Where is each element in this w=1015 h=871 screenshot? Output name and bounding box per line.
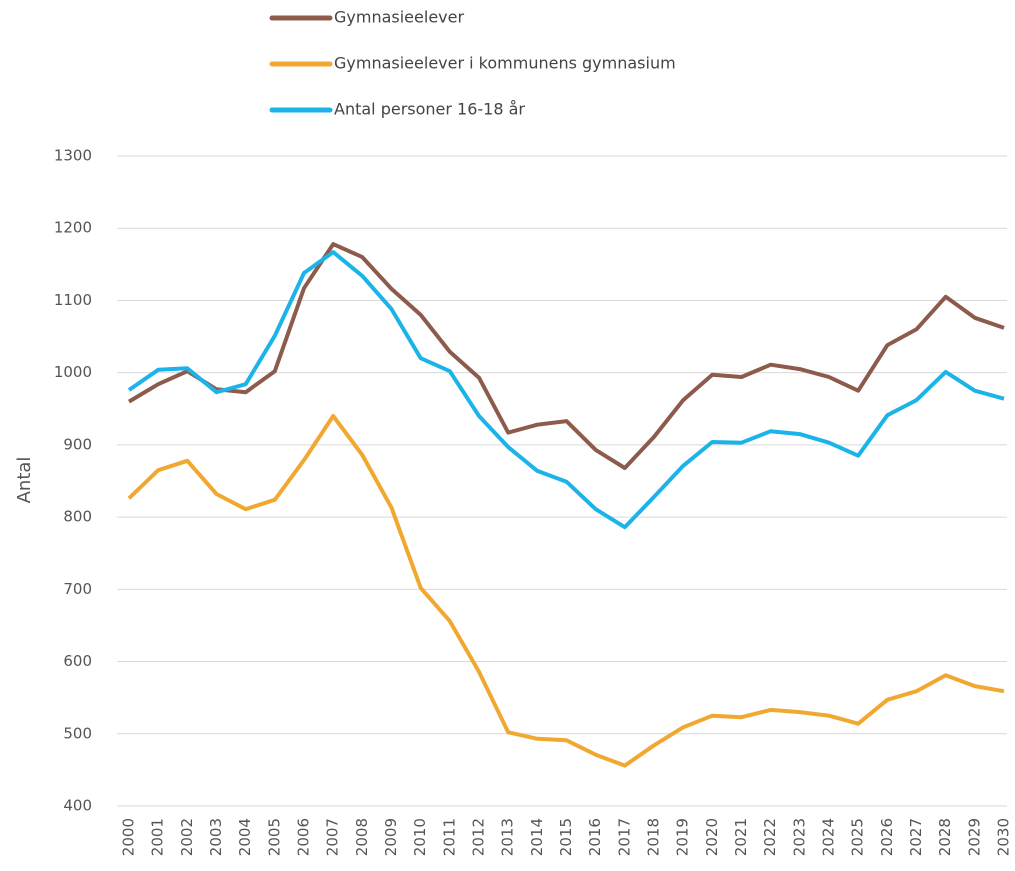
- x-tick-label: 2009: [382, 818, 400, 856]
- y-axis-label: Antal: [14, 457, 35, 504]
- x-tick-label: 2014: [528, 818, 546, 856]
- x-tick-label: 2007: [324, 818, 342, 856]
- x-tick-label: 2024: [820, 818, 838, 856]
- x-tick-label: 2000: [120, 818, 138, 856]
- x-tick-label: 2012: [470, 818, 488, 856]
- y-tick-label: 1100: [54, 291, 92, 309]
- x-tick-label: 2005: [265, 818, 283, 856]
- x-tick-label: 2022: [761, 818, 779, 856]
- x-tick-label: 2013: [499, 818, 517, 856]
- x-tick-label: 2018: [645, 818, 663, 856]
- x-tick-label: 2017: [615, 818, 633, 856]
- x-tick-label: 2010: [411, 818, 429, 856]
- y-tick-label: 1200: [54, 219, 92, 237]
- x-tick-label: 2020: [703, 818, 721, 856]
- x-tick-label: 2019: [674, 818, 692, 856]
- x-tick-label: 2023: [790, 818, 808, 856]
- x-tick-label: 2003: [207, 818, 225, 856]
- legend-label: Antal personer 16-18 år: [334, 100, 525, 119]
- y-tick-label: 1000: [54, 363, 92, 381]
- y-tick-label: 1300: [54, 147, 92, 165]
- y-tick-label: 700: [63, 580, 92, 598]
- x-tick-label: 2025: [849, 818, 867, 856]
- x-tick-label: 2001: [149, 818, 167, 856]
- legend-label: Gymnasieelever i kommunens gymnasium: [334, 54, 676, 73]
- x-tick-label: 2026: [878, 818, 896, 856]
- x-tick-label: 2002: [178, 818, 196, 856]
- y-tick-label: 900: [63, 435, 92, 453]
- x-tick-label: 2030: [995, 818, 1013, 856]
- legend-label: Gymnasieelever: [334, 8, 464, 27]
- series-line: [127, 250, 1005, 530]
- x-tick-label: 2027: [907, 818, 925, 856]
- x-tick-label: 2016: [586, 818, 604, 856]
- x-tick-label: 2004: [236, 818, 254, 856]
- x-tick-label: 2008: [353, 818, 371, 856]
- x-tick-label: 2015: [557, 818, 575, 856]
- x-tick-label: 2021: [732, 818, 750, 856]
- y-tick-label: 400: [63, 797, 92, 815]
- y-tick-label: 600: [63, 652, 92, 670]
- x-tick-label: 2029: [965, 818, 983, 856]
- series-line: [127, 414, 1005, 768]
- x-tick-label: 2006: [295, 818, 313, 856]
- y-tick-label: 800: [63, 508, 92, 526]
- x-tick-label: 2011: [440, 818, 458, 856]
- x-tick-label: 2028: [936, 818, 954, 856]
- series-line: [127, 242, 1005, 470]
- y-tick-label: 500: [63, 724, 92, 742]
